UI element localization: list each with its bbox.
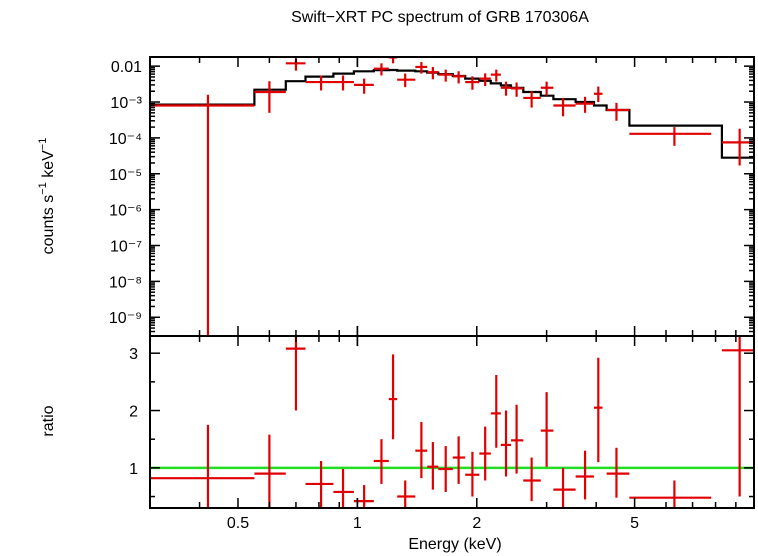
- spectrum-y-axis-label: counts s−1 keV−1: [37, 138, 57, 255]
- x-tick-label: 1: [353, 515, 362, 532]
- spectrum-data-point: [553, 97, 576, 117]
- spectrum-data-point: [575, 96, 595, 113]
- spectrum-data-point: [427, 66, 439, 80]
- ratio-data-point: [150, 424, 255, 508]
- ratio-y-tick-label: 3: [129, 346, 138, 363]
- spectrum-data-point: [465, 76, 480, 90]
- ratio-data-point: [285, 336, 306, 411]
- x-axis-label: Energy (keV): [408, 536, 501, 553]
- model-curve: [150, 68, 754, 159]
- spectrum-data-point: [606, 102, 630, 121]
- spectrum-y-tick-label: 10⁻⁵: [109, 167, 142, 184]
- ratio-y-axis-label: ratio: [40, 405, 57, 436]
- ratio-data-point: [333, 469, 354, 508]
- ratio-data-point: [465, 451, 480, 497]
- ratio-data-point: [606, 447, 630, 498]
- spectrum-data-point: [721, 128, 754, 166]
- spectrum-y-tick-label: 10⁻⁸: [109, 274, 142, 291]
- spectrum-data-point: [150, 94, 255, 336]
- spectrum-data-point: [254, 81, 286, 113]
- x-tick-label: 5: [630, 515, 639, 532]
- ratio-data-point: [511, 404, 524, 474]
- spectrum-data-point: [523, 91, 541, 108]
- ratio-data-point: [523, 457, 541, 502]
- spectrum-data-point: [305, 75, 334, 91]
- spectrum-y-tick-label: 10⁻⁷: [110, 239, 142, 256]
- ratio-y-tick-label: 2: [129, 404, 138, 421]
- spectrum-data-point: [353, 78, 374, 94]
- ratio-data-point: [500, 410, 512, 477]
- spectrum-y-tick-label: 10⁻³: [110, 95, 142, 112]
- ratio-data-point: [490, 374, 501, 448]
- spectrum-data-point: [438, 69, 453, 82]
- spectrum-data-point: [452, 71, 466, 84]
- ratio-data-point: [397, 480, 416, 508]
- spectrum-data-point: [500, 81, 512, 96]
- spectrum-y-tick-label: 10⁻⁶: [109, 203, 142, 220]
- ratio-data-point: [594, 357, 603, 463]
- ratio-data-point: [388, 354, 398, 440]
- ratio-data-point: [479, 426, 491, 481]
- ratio-panel: [149, 335, 755, 509]
- spectrum-data-point: [594, 86, 603, 103]
- ratio-data-point: [575, 450, 595, 500]
- spectrum-data-point: [629, 127, 712, 146]
- ratio-data-point: [373, 439, 389, 484]
- spectrum-data-point: [490, 69, 501, 82]
- ratio-data-point: [438, 446, 453, 492]
- spectrum-y-tick-label: 10⁻⁹: [109, 310, 142, 327]
- chart-title: Swift−XRT PC spectrum of GRB 170306A: [291, 9, 589, 26]
- spectrum-data-point: [479, 73, 491, 86]
- spectrum-data-point: [511, 82, 524, 97]
- ratio-data-point: [721, 336, 754, 497]
- ratio-data-point: [629, 480, 712, 508]
- x-tick-label: 0.5: [227, 515, 249, 532]
- spectrum-y-tick-label: 0.01: [111, 59, 142, 76]
- spectrum-y-tick-label: 10⁻⁴: [109, 131, 142, 148]
- spectrum-data-point: [333, 75, 354, 91]
- ratio-data-point: [540, 392, 554, 467]
- spectrum-frame: [149, 56, 755, 337]
- ratio-frame: [149, 335, 755, 509]
- ratio-data-point: [553, 467, 576, 508]
- x-tick-label: 2: [472, 515, 481, 532]
- spectrum-panel: [149, 56, 755, 337]
- ratio-y-tick-label: 1: [129, 461, 138, 478]
- ratio-data-point: [305, 460, 334, 508]
- spectrum-data-point: [415, 62, 428, 74]
- ratio-data-point: [254, 434, 286, 508]
- spectrum-data-point: [373, 63, 389, 76]
- ratio-data-point: [415, 422, 428, 479]
- ratio-data-point: [427, 442, 439, 490]
- spectrum-data-point: [540, 81, 554, 96]
- spectrum-data-point: [397, 73, 416, 88]
- ratio-data-point: [452, 436, 466, 484]
